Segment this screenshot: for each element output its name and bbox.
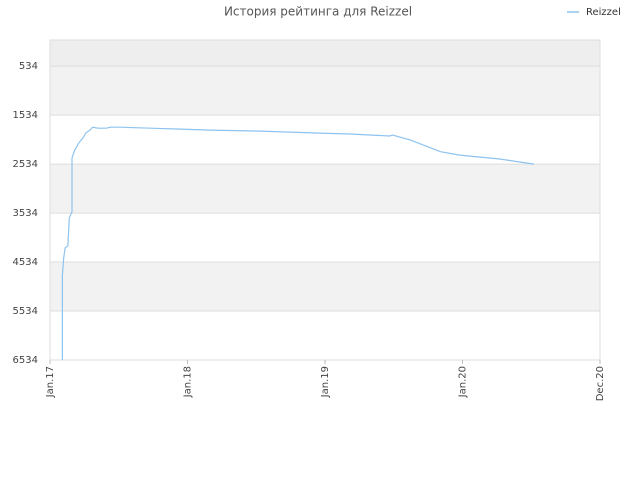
y-tick-label: 6534 [13,355,38,366]
x-tick-label: Jan.19 [320,366,331,398]
x-tick-label: Jan.18 [183,366,194,398]
band [50,40,600,67]
y-tick-label: 2534 [13,159,38,170]
x-tick-label: Dec.20 [595,366,606,401]
band [50,262,600,312]
y-tick-label: 1534 [13,110,38,121]
band [50,66,600,116]
band [50,164,600,214]
legend-label: Reizzel [586,7,621,18]
y-tick-label: 4534 [13,257,38,268]
chart-title: История рейтинга для Reizzel [224,5,412,19]
x-tick-label: Jan.20 [458,366,469,398]
y-tick-label: 534 [19,61,38,72]
y-tick-label: 5534 [13,306,38,317]
y-tick-label: 3534 [13,208,38,219]
data-line [61,126,535,360]
x-tick-label: Jan.17 [45,366,56,398]
